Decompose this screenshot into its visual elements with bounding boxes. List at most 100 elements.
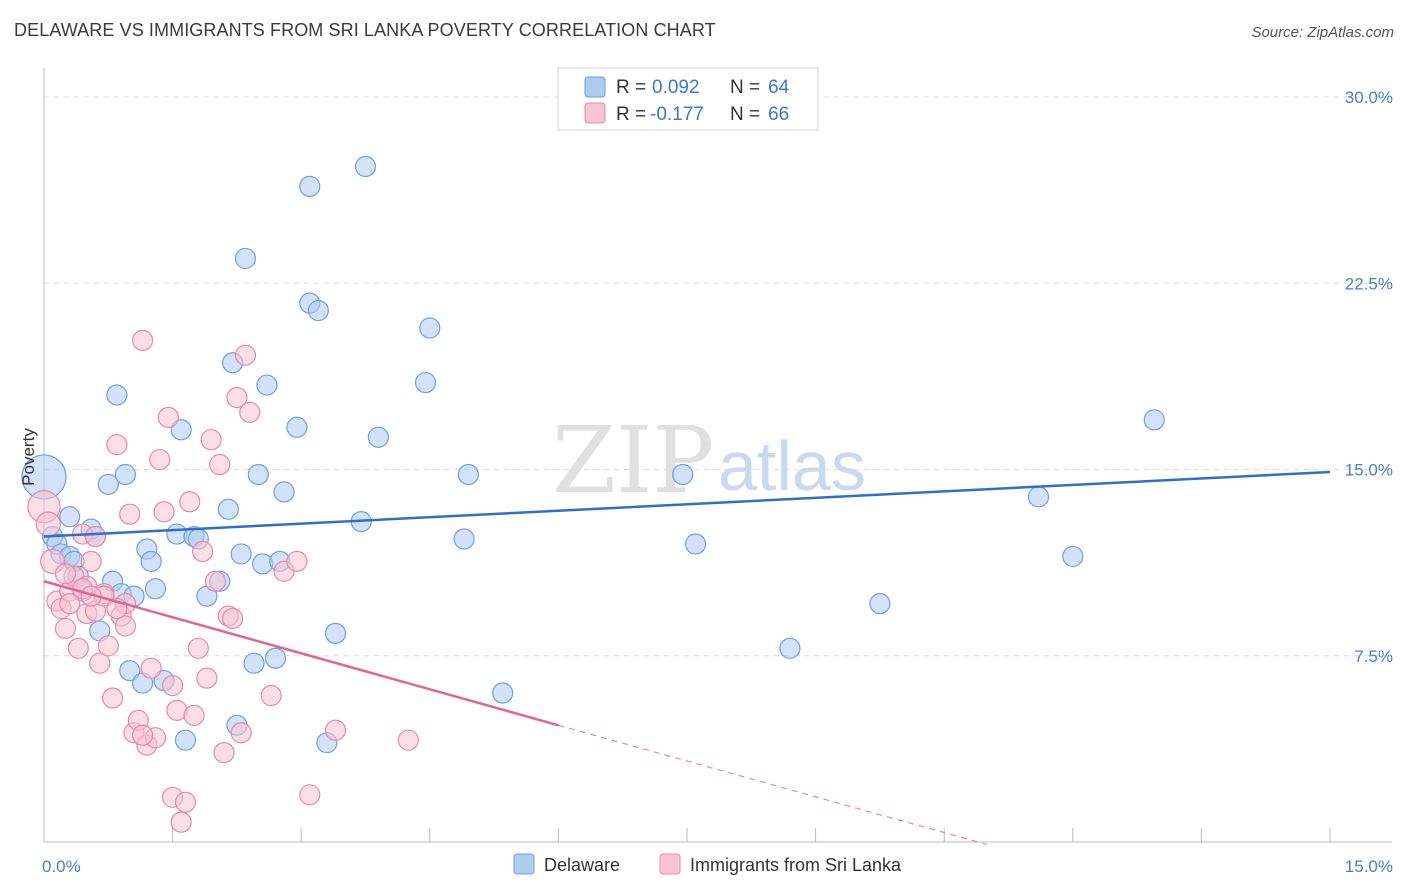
delaware-point (1062, 545, 1084, 568)
delaware-point (174, 729, 197, 751)
y-axis-label: Poverty (19, 428, 38, 486)
legend-swatch-sri-lanka (584, 102, 606, 124)
sri-lanka-trend-line (43, 580, 559, 727)
sri-lanka-point (234, 344, 257, 366)
delaware-point (119, 660, 141, 682)
legend-r-label: R = (616, 104, 646, 125)
delaware-point (1143, 409, 1165, 431)
delaware-point (97, 473, 119, 495)
delaware-point (354, 155, 377, 178)
delaware-points (21, 155, 1165, 754)
delaware-point (492, 682, 514, 704)
sri-lanka-point (157, 406, 179, 428)
legend-n-value: 64 (768, 77, 790, 98)
delaware-point (672, 463, 694, 486)
delaware-point (106, 384, 128, 406)
sri-lanka-point (260, 684, 282, 707)
grid-lines (44, 96, 1392, 657)
correlation-legend: R = 0.092 N = 64 R = -0.177 N = 66 (557, 67, 819, 131)
sri-lanka-point (299, 784, 321, 806)
delaware-point (234, 247, 257, 270)
y-tick-label: 7.5% (1354, 647, 1393, 666)
sri-lanka-point (54, 563, 77, 585)
sri-lanka-point (226, 386, 248, 409)
sri-lanka-point (140, 657, 162, 679)
sri-lanka-point (286, 550, 308, 572)
legend-n-label: N = (730, 104, 760, 125)
delaware-point (414, 371, 437, 394)
legend-r-label: R = (616, 77, 646, 98)
delaware-point (286, 416, 308, 438)
sri-lanka-point (204, 570, 227, 592)
bottom-legend-label-delaware: Delaware (544, 855, 620, 875)
sri-lanka-point (239, 401, 261, 423)
delaware-point (59, 506, 81, 528)
delaware-point (779, 637, 801, 659)
sri-lanka-point (179, 491, 201, 513)
sri-lanka-point (196, 667, 218, 689)
delaware-point (217, 498, 239, 520)
sri-lanka-point (192, 540, 214, 563)
delaware-point (419, 317, 441, 339)
sri-lanka-point (397, 729, 419, 751)
delaware-point (869, 592, 891, 615)
x-tick-label-min: 0.0% (42, 857, 81, 876)
bottom-legend-label-sri-lanka: Immigrants from Sri Lanka (690, 855, 902, 875)
y-tick-label: 30.0% (1345, 88, 1393, 107)
y-tick-labels: 7.5% 15.0% 22.5% 30.0% (1345, 88, 1393, 666)
x-tick-label-max: 15.0% (1345, 857, 1393, 876)
legend-r-value: -0.177 (650, 104, 704, 125)
sri-lanka-trend-extension (558, 724, 988, 846)
watermark-atlas: atlas (718, 427, 866, 505)
delaware-trend-line (43, 470, 1331, 538)
delaware-point (367, 426, 389, 448)
sri-lanka-point (89, 652, 111, 674)
delaware-point (170, 419, 192, 441)
bottom-legend-swatch-sri-lanka (659, 853, 681, 875)
sri-lanka-point (54, 617, 77, 640)
legend-swatch-delaware (584, 76, 606, 98)
delaware-point (264, 647, 287, 669)
sri-lanka-point (162, 674, 184, 697)
sri-lanka-points (27, 329, 419, 833)
bottom-legend-swatch-delaware (513, 853, 535, 875)
delaware-point (256, 374, 278, 396)
sri-lanka-point (131, 329, 154, 351)
sri-lanka-point (114, 615, 137, 637)
sri-lanka-point (97, 635, 119, 657)
delaware-point (1027, 486, 1050, 508)
sri-lanka-point (183, 704, 205, 726)
sri-lanka-point (101, 687, 124, 709)
delaware-point (324, 622, 347, 645)
sri-lanka-point (324, 719, 347, 741)
source-label: Source: ZipAtlas.com (1251, 24, 1394, 41)
delaware-point (453, 528, 475, 550)
y-tick-label: 15.0% (1345, 461, 1393, 480)
watermark-zip: ZIP (552, 407, 714, 514)
delaware-point (243, 652, 265, 674)
legend-n-value: 66 (768, 104, 789, 125)
delaware-point (114, 463, 137, 486)
sri-lanka-point (222, 607, 244, 630)
sri-lanka-point (174, 791, 197, 813)
sri-lanka-point (119, 503, 141, 525)
trend-lines (43, 470, 1331, 846)
chart-title: DELAWARE VS IMMIGRANTS FROM SRI LANKA PO… (14, 20, 716, 40)
delaware-point (247, 463, 269, 486)
sri-lanka-point (149, 448, 171, 471)
sri-lanka-point (67, 637, 89, 659)
sri-lanka-point (80, 550, 102, 572)
sri-lanka-point (59, 592, 81, 615)
delaware-point (684, 533, 707, 555)
delaware-point (307, 299, 329, 322)
sri-lanka-point (200, 429, 222, 451)
delaware-point (140, 550, 162, 572)
delaware-point (273, 481, 295, 503)
watermark: ZIP atlas (552, 407, 866, 514)
series-legend: Delaware Immigrants from Sri Lanka (513, 853, 902, 875)
delaware-point (144, 578, 167, 600)
delaware-point (299, 175, 321, 197)
sri-lanka-point (209, 453, 231, 476)
sri-lanka-point (84, 525, 107, 548)
